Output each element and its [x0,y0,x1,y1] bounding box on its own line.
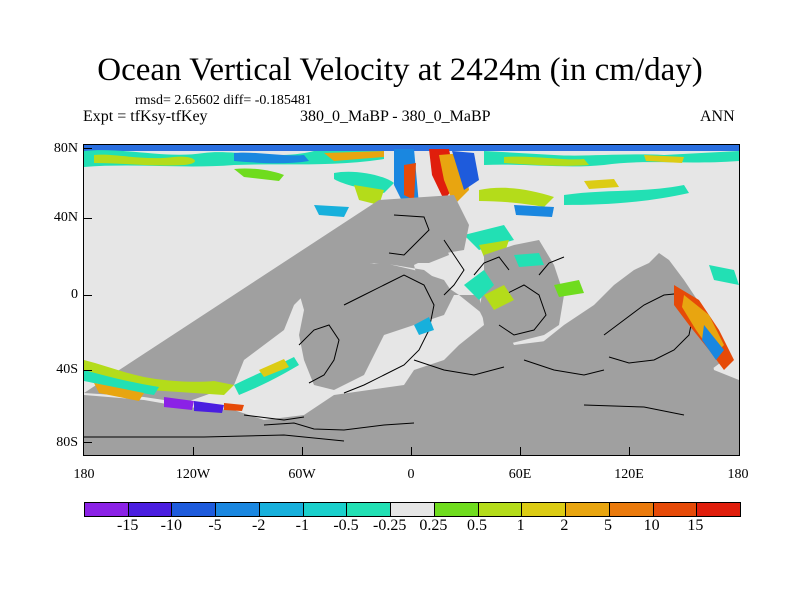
lon-tick [302,447,303,455]
colorbar-label: -1 [295,517,309,534]
colorbar-box [216,503,260,516]
lon-label-180w: 180 [73,467,95,482]
lon-tick [411,447,412,455]
north-anomaly-patches [84,149,739,257]
lon-label-120e: 120E [614,467,644,482]
colorbar-label: 5 [604,517,612,534]
colorbar-label: 2 [560,517,569,534]
colorbar-box [347,503,392,516]
lat-label-80n: 80N [53,141,78,156]
lat-label-40n: 40N [53,210,78,225]
colorbar-label: 1 [516,517,525,534]
lat-tick [84,442,92,443]
lon-label-120w: 120W [175,467,211,482]
colorbar-box [697,503,741,516]
colorbar-label: -0.5 [333,517,359,534]
lon-tick [520,447,521,455]
lat-label-40s: 40S [56,362,78,377]
colorbar-label: -10 [160,517,182,534]
colorbar-box [85,503,129,516]
colorbar-label: -5 [208,517,222,534]
lon-tick [193,447,194,455]
lat-tick [84,218,92,219]
lat-tick [84,148,92,149]
colorbar-box [609,503,654,516]
lon-label-60w: 60W [288,467,316,482]
lon-label-0: 0 [407,467,415,482]
lon-label-60e: 60E [508,467,532,482]
experiment-label: Expt = tfKsy-tfKey [83,108,208,125]
colorbar-label: -15 [116,517,139,534]
velocity-map [84,145,739,455]
colorbar-label: 0.25 [419,517,448,534]
stats-label: rmsd= 2.65602 diff= -0.185481 [135,93,312,108]
colorbar-box [391,503,435,516]
colorbar-box [478,503,523,516]
colorbar-box [303,503,348,516]
map-frame [83,144,740,456]
lat-label-0: 0 [71,287,78,302]
case-label: 380_0_MaBP - 380_0_MaBP [300,108,491,125]
lat-tick [84,295,92,296]
colorbar-box [172,503,217,516]
lat-tick [84,370,92,371]
colorbar-box [653,503,698,516]
arctic-strip [84,145,739,151]
map-panel [84,145,739,455]
south-anomaly-patches [84,253,739,413]
colorbar-label: 15 [687,517,704,534]
plot-title: Ocean Vertical Velocity at 2424m (in cm/… [97,52,703,88]
lat-label-80s: 80S [56,435,78,450]
land-masses [84,195,739,455]
coastlines [84,214,695,442]
colorbar-box [128,503,173,516]
colorbar-label: 10 [643,517,660,534]
colorbar-label: -0.25 [372,517,407,534]
lon-tick [629,447,630,455]
colorbar [84,502,741,517]
colorbar-label: 0.5 [467,517,487,534]
colorbar-box [566,503,610,516]
colorbar-label: -2 [251,517,266,534]
colorbar-box [522,503,567,516]
season-label: ANN [700,108,735,125]
colorbar-box [434,503,479,516]
colorbar-box [259,503,304,516]
lon-label-180e: 180 [727,467,749,482]
